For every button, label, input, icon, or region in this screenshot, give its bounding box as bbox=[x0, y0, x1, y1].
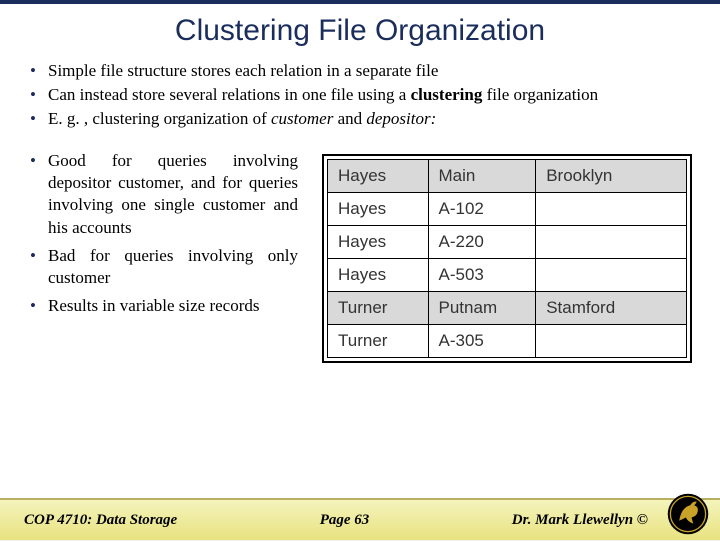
table-cell: Hayes bbox=[328, 193, 429, 226]
table-row: Turner A-305 bbox=[328, 325, 687, 358]
bullet-bold: clustering bbox=[411, 85, 483, 104]
table-row: Hayes A-220 bbox=[328, 226, 687, 259]
bullet-italic: customer bbox=[271, 109, 333, 128]
table-row: Hayes A-102 bbox=[328, 193, 687, 226]
left-column: Good for queries involving depositor cus… bbox=[28, 150, 298, 363]
left-bullet-list: Good for queries involving depositor cus… bbox=[28, 150, 298, 317]
table-row: Turner Putnam Stamford bbox=[328, 292, 687, 325]
ucf-pegasus-icon bbox=[666, 492, 710, 536]
top-content: Simple file structure stores each relati… bbox=[0, 60, 720, 130]
table-cell: Hayes bbox=[328, 259, 429, 292]
table-row: Hayes A-503 bbox=[328, 259, 687, 292]
list-item: Can instead store several relations in o… bbox=[28, 84, 692, 106]
table-cell: Hayes bbox=[328, 160, 429, 193]
table-cell bbox=[536, 259, 687, 292]
bullet-text: Simple file structure stores each relati… bbox=[48, 61, 438, 80]
bullet-text: file organization bbox=[482, 85, 598, 104]
data-table: Hayes Main Brooklyn Hayes A-102 Hayes A-… bbox=[327, 159, 687, 358]
bullet-text: E. g. , clustering organization of bbox=[48, 109, 271, 128]
table-cell bbox=[536, 325, 687, 358]
bullet-text: Results in variable size records bbox=[48, 296, 260, 315]
table-cell: Hayes bbox=[328, 226, 429, 259]
table-cell bbox=[536, 193, 687, 226]
footer: COP 4710: Data Storage Page 63 Dr. Mark … bbox=[0, 498, 720, 540]
table-cell: A-305 bbox=[428, 325, 536, 358]
table-cell: Putnam bbox=[428, 292, 536, 325]
top-bullet-list: Simple file structure stores each relati… bbox=[28, 60, 692, 130]
bullet-italic: depositor: bbox=[366, 109, 436, 128]
table-cell: Main bbox=[428, 160, 536, 193]
bullet-text: Can instead store several relations in o… bbox=[48, 85, 411, 104]
table-cell: Brooklyn bbox=[536, 160, 687, 193]
list-item: Results in variable size records bbox=[28, 295, 298, 317]
table-cell: A-102 bbox=[428, 193, 536, 226]
table-cell: A-503 bbox=[428, 259, 536, 292]
bullet-text: and bbox=[333, 109, 366, 128]
data-table-wrap: Hayes Main Brooklyn Hayes A-102 Hayes A-… bbox=[322, 154, 692, 363]
slide: Clustering File Organization Simple file… bbox=[0, 0, 720, 540]
page-title: Clustering File Organization bbox=[0, 4, 720, 60]
right-column: Hayes Main Brooklyn Hayes A-102 Hayes A-… bbox=[322, 150, 692, 363]
footer-left: COP 4710: Data Storage bbox=[24, 512, 177, 529]
list-item: Good for queries involving depositor cus… bbox=[28, 150, 298, 238]
footer-center: Page 63 bbox=[320, 512, 370, 529]
list-item: Simple file structure stores each relati… bbox=[28, 60, 692, 82]
table-row: Hayes Main Brooklyn bbox=[328, 160, 687, 193]
lower-row: Good for queries involving depositor cus… bbox=[0, 132, 720, 363]
bullet-text: Bad for queries involving only customer bbox=[48, 246, 298, 287]
list-item: Bad for queries involving only customer bbox=[28, 245, 298, 289]
table-cell: Turner bbox=[328, 292, 429, 325]
table-cell: A-220 bbox=[428, 226, 536, 259]
table-cell: Turner bbox=[328, 325, 429, 358]
table-cell: Stamford bbox=[536, 292, 687, 325]
table-cell bbox=[536, 226, 687, 259]
list-item: E. g. , clustering organization of custo… bbox=[28, 108, 692, 130]
